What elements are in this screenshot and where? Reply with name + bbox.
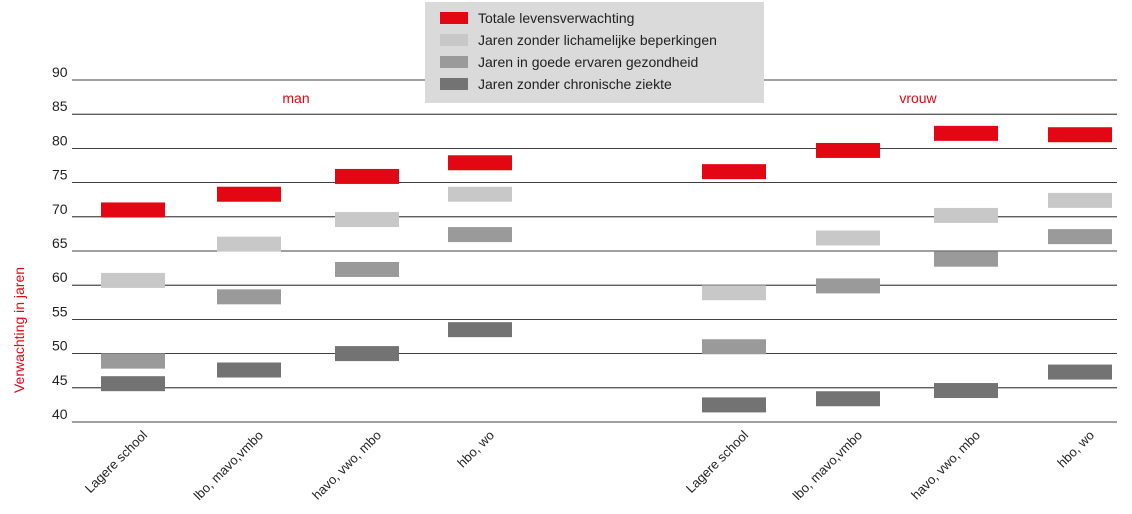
bar-series0-cat0 — [101, 202, 165, 218]
y-tick-label: 65 — [52, 235, 68, 251]
bar-series2-cat5 — [816, 278, 880, 294]
bar-series0-cat3 — [448, 155, 512, 171]
x-category-label: Lagere school — [82, 427, 150, 495]
legend-label: Jaren in goede ervaren gezondheid — [478, 54, 698, 70]
bar-series3-cat3 — [448, 322, 512, 338]
range-bars — [101, 125, 1112, 413]
y-tick-label: 80 — [52, 132, 68, 148]
group-label-vrouw: vrouw — [899, 90, 937, 106]
bar-series2-cat1 — [217, 289, 281, 305]
y-tick-label: 75 — [52, 167, 68, 183]
x-axis-categories: Lagere school lbo, mavo,vmbo havo, vwo, mb… — [82, 427, 1097, 503]
bar-series0-cat7 — [1048, 127, 1112, 143]
bar-series1-cat2 — [335, 212, 399, 228]
bar-series0-cat4 — [702, 164, 766, 180]
x-category-label: lbo, mavo,vmbo — [191, 428, 266, 503]
y-tick-label: 50 — [52, 338, 68, 354]
bar-series1-cat7 — [1048, 192, 1112, 208]
bar-series2-cat7 — [1048, 229, 1112, 245]
bar-series3-cat0 — [101, 376, 165, 392]
legend-label: Jaren zonder chronische ziekte — [478, 76, 672, 92]
y-tick-label: 40 — [52, 406, 68, 422]
x-category-label: havo, vwo, mbo — [309, 428, 384, 503]
legend: Totale levensverwachting Jaren zonder lic… — [425, 2, 764, 103]
legend-label: Totale levensverwachting — [478, 10, 634, 26]
bar-series2-cat3 — [448, 227, 512, 243]
bar-series1-cat4 — [702, 285, 766, 301]
bar-series1-cat3 — [448, 186, 512, 202]
x-category-label: lbo, mavo,vmbo — [790, 428, 865, 503]
y-axis-ticks: 40 45 50 55 60 65 70 75 80 85 90 — [52, 64, 68, 422]
legend-swatch — [440, 12, 468, 24]
bar-series0-cat5 — [816, 142, 880, 158]
bar-series3-cat2 — [335, 346, 399, 362]
bar-series3-cat6 — [934, 383, 998, 399]
legend-label: Jaren zonder lichamelijke beperkingen — [478, 32, 717, 48]
bar-series3-cat7 — [1048, 364, 1112, 380]
x-category-label: Lagere school — [683, 427, 751, 495]
legend-swatch — [440, 78, 468, 90]
y-tick-label: 85 — [52, 98, 68, 114]
y-tick-label: 45 — [52, 372, 68, 388]
bar-series1-cat6 — [934, 207, 998, 223]
bar-series0-cat6 — [934, 125, 998, 141]
bar-series3-cat1 — [217, 362, 281, 378]
bar-series2-cat2 — [335, 261, 399, 277]
legend-background — [425, 2, 764, 103]
bar-series2-cat4 — [702, 339, 766, 355]
y-tick-label: 90 — [52, 64, 68, 80]
bar-series1-cat1 — [217, 236, 281, 252]
bar-series0-cat2 — [335, 168, 399, 184]
legend-swatch — [440, 56, 468, 68]
bar-series2-cat6 — [934, 251, 998, 267]
bar-series2-cat0 — [101, 353, 165, 369]
y-axis-title: Verwachting in jaren — [11, 267, 27, 393]
bar-series1-cat0 — [101, 272, 165, 288]
bar-series1-cat5 — [816, 230, 880, 246]
legend-swatch — [440, 34, 468, 46]
y-tick-label: 60 — [52, 269, 68, 285]
x-category-label: hbo, wo — [454, 428, 497, 471]
bar-series3-cat4 — [702, 397, 766, 413]
bar-series0-cat1 — [217, 186, 281, 202]
group-label-man: man — [282, 90, 309, 106]
x-category-label: havo, vwo, mbo — [908, 428, 983, 503]
y-tick-label: 70 — [52, 201, 68, 217]
x-category-label: hbo, wo — [1054, 428, 1097, 471]
y-tick-label: 55 — [52, 303, 68, 319]
bar-series3-cat5 — [816, 391, 880, 407]
